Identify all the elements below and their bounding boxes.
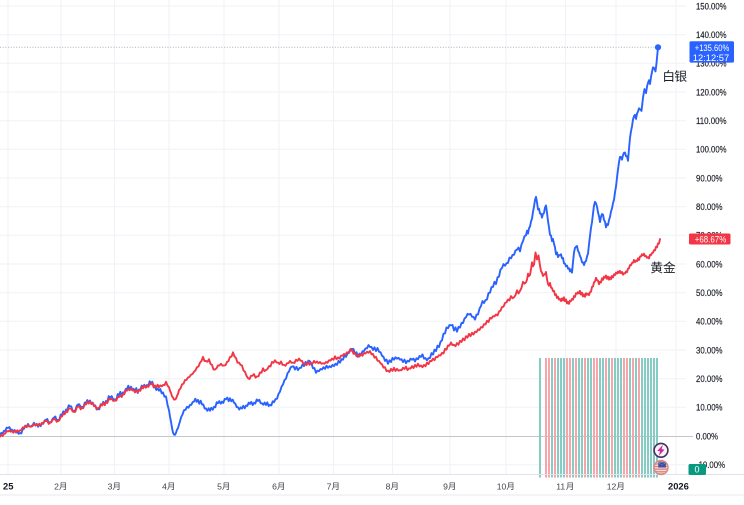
svg-text:+68.67%: +68.67% <box>695 233 727 244</box>
svg-text:8: 8 <box>386 481 391 491</box>
svg-text:20.00%: 20.00% <box>696 374 723 384</box>
svg-text:140.00%: 140.00% <box>696 30 727 40</box>
svg-text:10: 10 <box>497 481 507 491</box>
svg-text:11: 11 <box>556 481 565 491</box>
svg-text:50.00%: 50.00% <box>696 288 723 298</box>
svg-text:10.00%: 10.00% <box>696 403 723 413</box>
svg-text:100.00%: 100.00% <box>696 145 727 155</box>
svg-text:5: 5 <box>217 481 222 491</box>
svg-text:2026: 2026 <box>668 480 689 491</box>
svg-text:30.00%: 30.00% <box>696 345 723 355</box>
svg-text:150.00%: 150.00% <box>696 1 727 11</box>
svg-text:+135.60%: +135.60% <box>695 42 730 53</box>
svg-text:40.00%: 40.00% <box>696 317 723 327</box>
svg-text:110.00%: 110.00% <box>696 116 727 126</box>
svg-text:0: 0 <box>694 465 699 475</box>
svg-text:120.00%: 120.00% <box>696 87 727 97</box>
svg-text:60.00%: 60.00% <box>696 259 723 269</box>
svg-text:0.00%: 0.00% <box>696 431 718 441</box>
svg-text:2: 2 <box>54 481 59 491</box>
svg-text:80.00%: 80.00% <box>696 202 723 212</box>
svg-text:12:12:57: 12:12:57 <box>693 52 729 63</box>
svg-text:90.00%: 90.00% <box>696 173 723 183</box>
svg-text:7: 7 <box>327 481 332 491</box>
svg-text:25: 25 <box>3 480 13 491</box>
svg-text:130.00%: 130.00% <box>696 59 727 69</box>
svg-text:12: 12 <box>607 481 617 491</box>
svg-text:3: 3 <box>108 481 113 491</box>
svg-text:6: 6 <box>272 481 277 491</box>
svg-text:4: 4 <box>162 481 167 491</box>
svg-text:-10.00%: -10.00% <box>696 460 725 470</box>
svg-text:9: 9 <box>443 481 448 491</box>
